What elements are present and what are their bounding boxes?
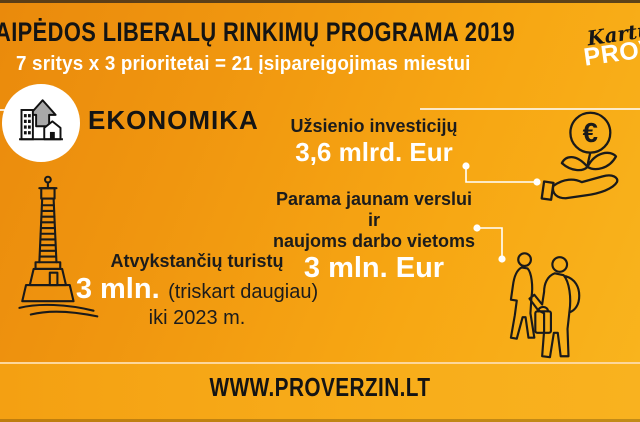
- top-edge-strip: [0, 0, 640, 3]
- lighthouse-icon: [18, 175, 99, 318]
- stat-value: 3 mln.: [75, 273, 160, 305]
- stat-business-support: Parama jaunam verslui ir naujoms darbo v…: [272, 189, 476, 283]
- tourists-people-icon: [509, 252, 581, 359]
- stat-note: (triskart daugiau): [168, 281, 319, 303]
- hand-euro-plant-icon: €: [540, 111, 619, 201]
- euro-symbol: €: [583, 117, 598, 148]
- bottom-edge-strip: [0, 419, 640, 422]
- website-url: WWW.PROVERZIN.LT: [209, 372, 431, 402]
- footer-band: WWW.PROVERZIN.LT: [0, 362, 640, 422]
- stat-value: 3,6 mlrd. Eur: [295, 137, 453, 167]
- page-subtitle: 7 sritys x 3 prioritetai = 21 įsipareigo…: [16, 53, 471, 75]
- stat-label: Užsienio investicijų: [290, 116, 458, 136]
- stat-tourists: Atvykstančių turistų 3 mln. (triskart da…: [52, 251, 342, 330]
- stat-label-line1: Parama jaunam verslui ir: [275, 189, 473, 230]
- section-title: EKONOMIKA: [88, 105, 259, 135]
- stat-foreign-investments: Užsienio investicijų 3,6 mlrd. Eur: [272, 116, 476, 166]
- page-title: AIPĖDOS LIBERALŲ RINKIMŲ PROGRAMA 2019: [0, 17, 516, 47]
- section-badge: [2, 84, 80, 162]
- stat-value: 3 mln. Eur: [303, 252, 445, 284]
- economy-buildings-growth-icon: [19, 99, 63, 141]
- stat-label: Atvykstančių turistų: [110, 251, 284, 271]
- stat-label-line2: naujoms darbo vietoms: [272, 231, 476, 251]
- stat-deadline: iki 2023 m.: [148, 307, 246, 330]
